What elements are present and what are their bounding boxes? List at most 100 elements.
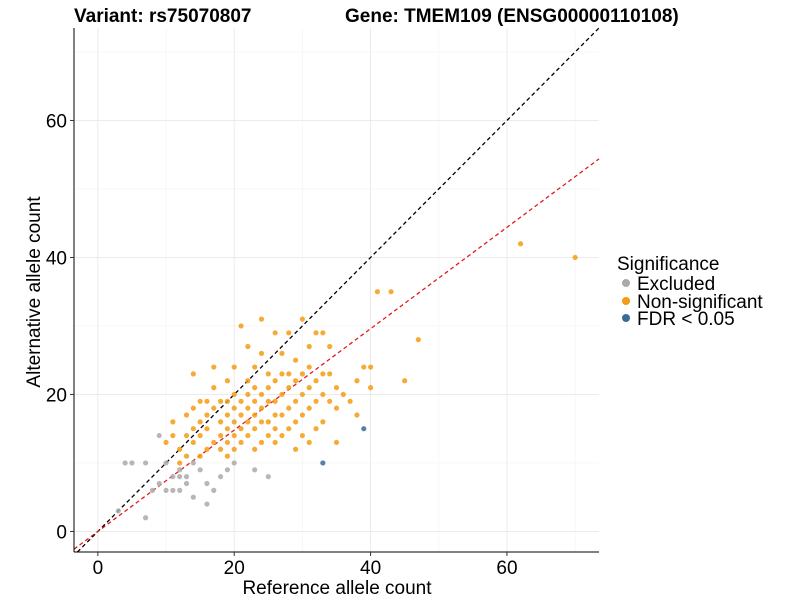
reference-line-0 (76, 27, 600, 553)
x-tick-label: 60 (496, 558, 517, 579)
point-non-significant (190, 371, 196, 377)
point-non-significant (258, 405, 265, 411)
point-non-significant (217, 432, 224, 439)
point-non-significant (258, 316, 265, 322)
point-non-significant (224, 378, 231, 384)
reference-lines (73, 27, 600, 553)
point-non-significant (299, 316, 306, 322)
point-non-significant (197, 419, 203, 425)
point-non-significant (238, 426, 244, 432)
point-non-significant (572, 254, 578, 261)
point-excluded (122, 460, 128, 466)
point-non-significant (190, 405, 196, 411)
y-tick-label: 0 (56, 522, 67, 543)
point-non-significant (306, 385, 312, 391)
legend-swatch-fdr (622, 314, 630, 322)
point-non-significant (388, 289, 394, 295)
point-non-significant (183, 453, 190, 459)
point-non-significant (306, 364, 312, 370)
point-non-significant (224, 426, 231, 432)
point-non-significant (238, 398, 244, 404)
point-non-significant (245, 432, 251, 439)
point-non-significant (177, 460, 183, 466)
point-non-significant (361, 364, 367, 370)
legend-label-non-significant: Non-significant (637, 292, 763, 313)
point-non-significant (252, 398, 258, 404)
point-non-significant (327, 343, 333, 350)
point-excluded (190, 460, 196, 466)
point-non-significant (204, 446, 210, 452)
point-non-significant (211, 385, 217, 391)
point-non-significant (258, 391, 265, 398)
point-non-significant (320, 371, 326, 377)
point-non-significant (224, 398, 231, 404)
point-non-significant (313, 426, 319, 432)
point-non-significant (245, 405, 251, 411)
point-non-significant (238, 439, 244, 446)
x-axis-label: Reference allele count (242, 578, 432, 599)
point-excluded (142, 460, 149, 466)
point-non-significant (286, 330, 292, 336)
point-non-significant (183, 432, 190, 439)
point-non-significant (292, 378, 299, 384)
point-non-significant (163, 439, 169, 446)
data-points (115, 241, 578, 521)
point-non-significant (286, 371, 292, 377)
point-non-significant (292, 357, 299, 363)
point-excluded (170, 487, 176, 493)
point-non-significant (279, 391, 285, 398)
point-excluded (211, 487, 217, 493)
point-excluded (204, 501, 210, 507)
point-non-significant (354, 412, 360, 418)
point-excluded (190, 494, 196, 500)
point-non-significant (320, 419, 326, 425)
point-non-significant (217, 398, 224, 404)
point-non-significant (231, 446, 237, 452)
point-non-significant (292, 398, 299, 404)
point-non-significant (231, 419, 237, 425)
point-non-significant (197, 432, 203, 439)
point-non-significant (299, 371, 306, 377)
point-non-significant (231, 405, 237, 411)
point-non-significant (272, 412, 278, 418)
point-non-significant (333, 385, 340, 391)
point-non-significant (245, 378, 251, 384)
point-non-significant (217, 419, 224, 425)
point-non-significant (258, 419, 265, 425)
title-gene: Gene: TMEM109 (ENSG00000110108) (345, 6, 679, 27)
point-excluded (197, 467, 203, 473)
point-non-significant (252, 446, 258, 452)
y-tick-label: 40 (46, 248, 67, 269)
point-non-significant (272, 378, 278, 384)
point-excluded (142, 515, 149, 521)
point-non-significant (340, 391, 346, 398)
point-fdr-0-05 (361, 426, 367, 432)
point-non-significant (374, 289, 381, 295)
point-excluded (183, 474, 190, 480)
legend-label-fdr: FDR < 0.05 (637, 309, 735, 330)
point-non-significant (211, 405, 217, 411)
point-excluded (156, 480, 162, 487)
point-non-significant (183, 412, 190, 418)
point-non-significant (265, 371, 271, 377)
point-non-significant (306, 439, 312, 446)
point-non-significant (197, 398, 203, 404)
point-non-significant (258, 350, 265, 356)
point-non-significant (231, 364, 237, 370)
point-non-significant (313, 330, 319, 336)
point-excluded (231, 460, 237, 466)
point-non-significant (177, 446, 183, 452)
point-excluded (265, 474, 271, 480)
point-fdr-0-05 (320, 460, 326, 466)
point-non-significant (245, 343, 251, 350)
point-non-significant (258, 439, 265, 446)
point-non-significant (224, 412, 231, 418)
point-non-significant (347, 398, 353, 404)
point-non-significant (286, 385, 292, 391)
point-excluded (177, 467, 183, 473)
point-excluded (252, 467, 258, 473)
point-non-significant (279, 350, 285, 356)
x-tick-label: 40 (360, 558, 381, 579)
point-non-significant (204, 412, 210, 418)
point-non-significant (170, 419, 176, 425)
